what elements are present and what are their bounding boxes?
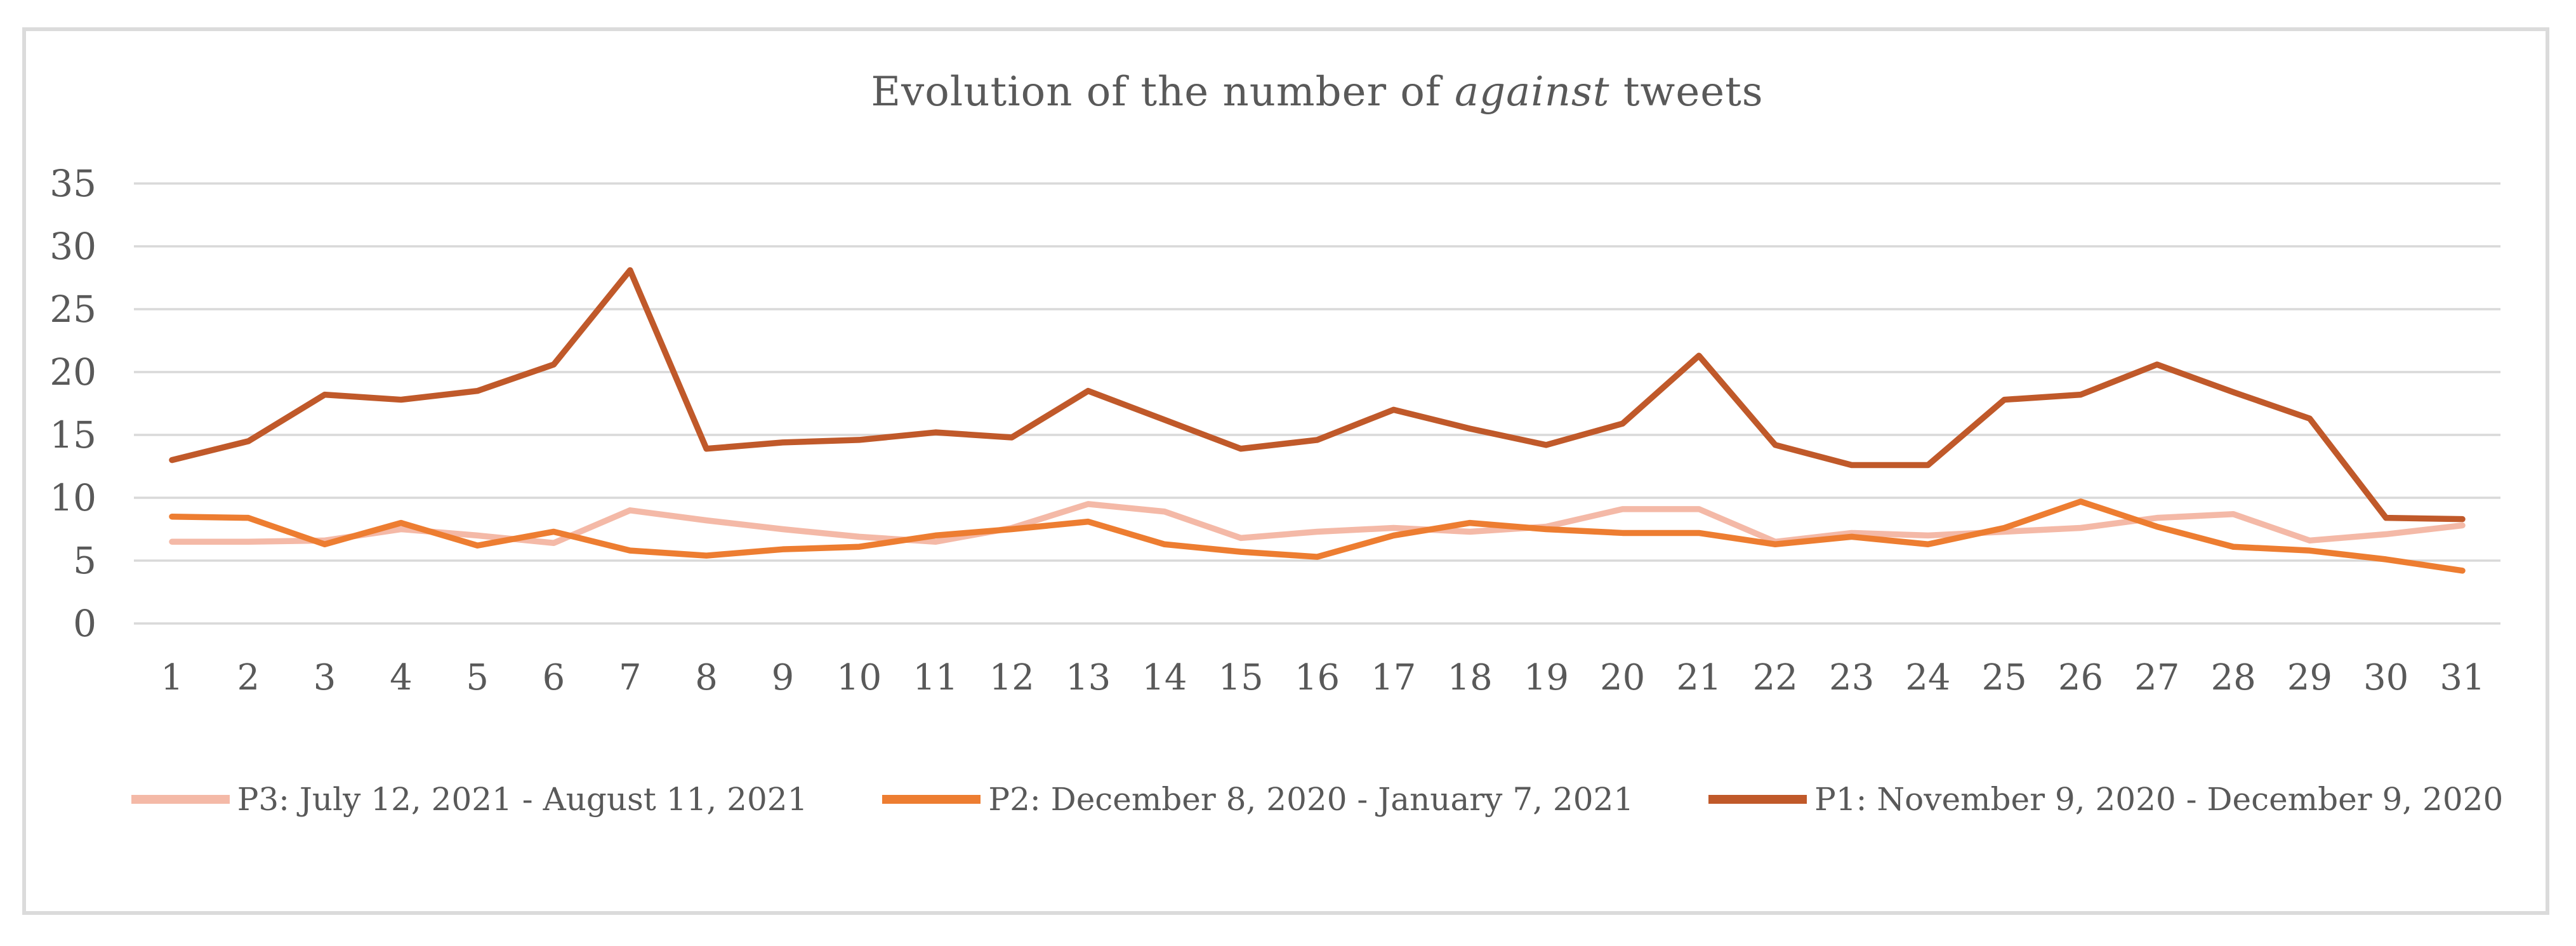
x-axis-label-1: 1 — [161, 657, 183, 698]
legend-item-p2[interactable]: P2: December 8, 2020 - January 7, 2021 — [882, 780, 1634, 819]
x-axis-label-14: 14 — [1142, 657, 1187, 698]
y-axis-label-15: 15 — [50, 413, 96, 456]
x-axis-label-12: 12 — [989, 657, 1034, 698]
x-axis-label-23: 23 — [1828, 657, 1875, 698]
x-axis-label-24: 24 — [1905, 657, 1951, 698]
y-axis-label-10: 10 — [50, 476, 96, 519]
legend-item-p1[interactable]: P1: November 9, 2020 - December 9, 2020 — [1708, 780, 2503, 819]
x-axis-label-28: 28 — [2210, 657, 2256, 698]
x-axis-label-31: 31 — [2440, 657, 2485, 698]
chart-title-prefix: Evolution of the number of — [871, 69, 1455, 116]
x-axis-label-9: 9 — [771, 657, 795, 698]
x-axis-label-22: 22 — [1752, 657, 1798, 698]
x-axis-label-7: 7 — [618, 657, 642, 698]
series-line-p1 — [169, 267, 2466, 523]
x-axis-label-25: 25 — [1981, 657, 2027, 698]
x-axis-label-20: 20 — [1600, 657, 1646, 698]
chart-title-italic-word: against — [1454, 69, 1610, 116]
x-axis-label-21: 21 — [1676, 657, 1722, 698]
x-axis-label-29: 29 — [2287, 657, 2333, 698]
legend: P3: July 12, 2021 - August 11, 2021 P2: … — [131, 780, 2503, 819]
y-axis-label-5: 5 — [73, 539, 96, 582]
legend-label-p2: P2: December 8, 2020 - January 7, 2021 — [988, 781, 1634, 818]
x-axis-label-10: 10 — [836, 657, 882, 698]
legend-label-p3: P3: July 12, 2021 - August 11, 2021 — [237, 781, 808, 818]
x-axis-label-4: 4 — [390, 657, 413, 698]
x-axis-label-2: 2 — [237, 657, 260, 698]
x-axis-label-17: 17 — [1371, 657, 1417, 698]
chart-title: Evolution of the number of against tweet… — [134, 69, 2500, 116]
x-axis-label-16: 16 — [1294, 657, 1340, 698]
legend-swatch-p3 — [131, 795, 230, 804]
y-axis-label-35: 35 — [50, 162, 96, 205]
x-axis-label-6: 6 — [542, 657, 565, 698]
y-axis-label-0: 0 — [73, 602, 96, 645]
legend-swatch-p1 — [1708, 795, 1807, 804]
x-axis-label-3: 3 — [313, 657, 336, 698]
x-axis-label-26: 26 — [2057, 657, 2104, 698]
legend-swatch-p2 — [882, 795, 981, 804]
legend-item-p3[interactable]: P3: July 12, 2021 - August 11, 2021 — [131, 780, 808, 819]
x-axis-label-15: 15 — [1218, 657, 1264, 698]
x-axis-label-11: 11 — [913, 657, 958, 698]
chart-title-suffix: tweets — [1609, 69, 1764, 116]
x-axis-label-8: 8 — [695, 657, 718, 698]
x-axis-label-5: 5 — [466, 657, 489, 698]
x-axis-label-19: 19 — [1523, 657, 1569, 698]
chart-frame — [22, 27, 2549, 915]
y-axis-label-20: 20 — [50, 350, 96, 394]
x-axis-label-13: 13 — [1065, 657, 1111, 698]
legend-label-p1: P1: November 9, 2020 - December 9, 2020 — [1814, 781, 2504, 818]
series-line-p2 — [169, 498, 2466, 574]
x-axis-label-18: 18 — [1447, 657, 1493, 698]
y-axis-label-25: 25 — [50, 288, 96, 331]
series-line-p3 — [169, 501, 2466, 547]
y-axis-label-30: 30 — [50, 225, 96, 268]
x-axis-label-30: 30 — [2363, 657, 2409, 698]
x-axis-label-27: 27 — [2134, 657, 2180, 698]
